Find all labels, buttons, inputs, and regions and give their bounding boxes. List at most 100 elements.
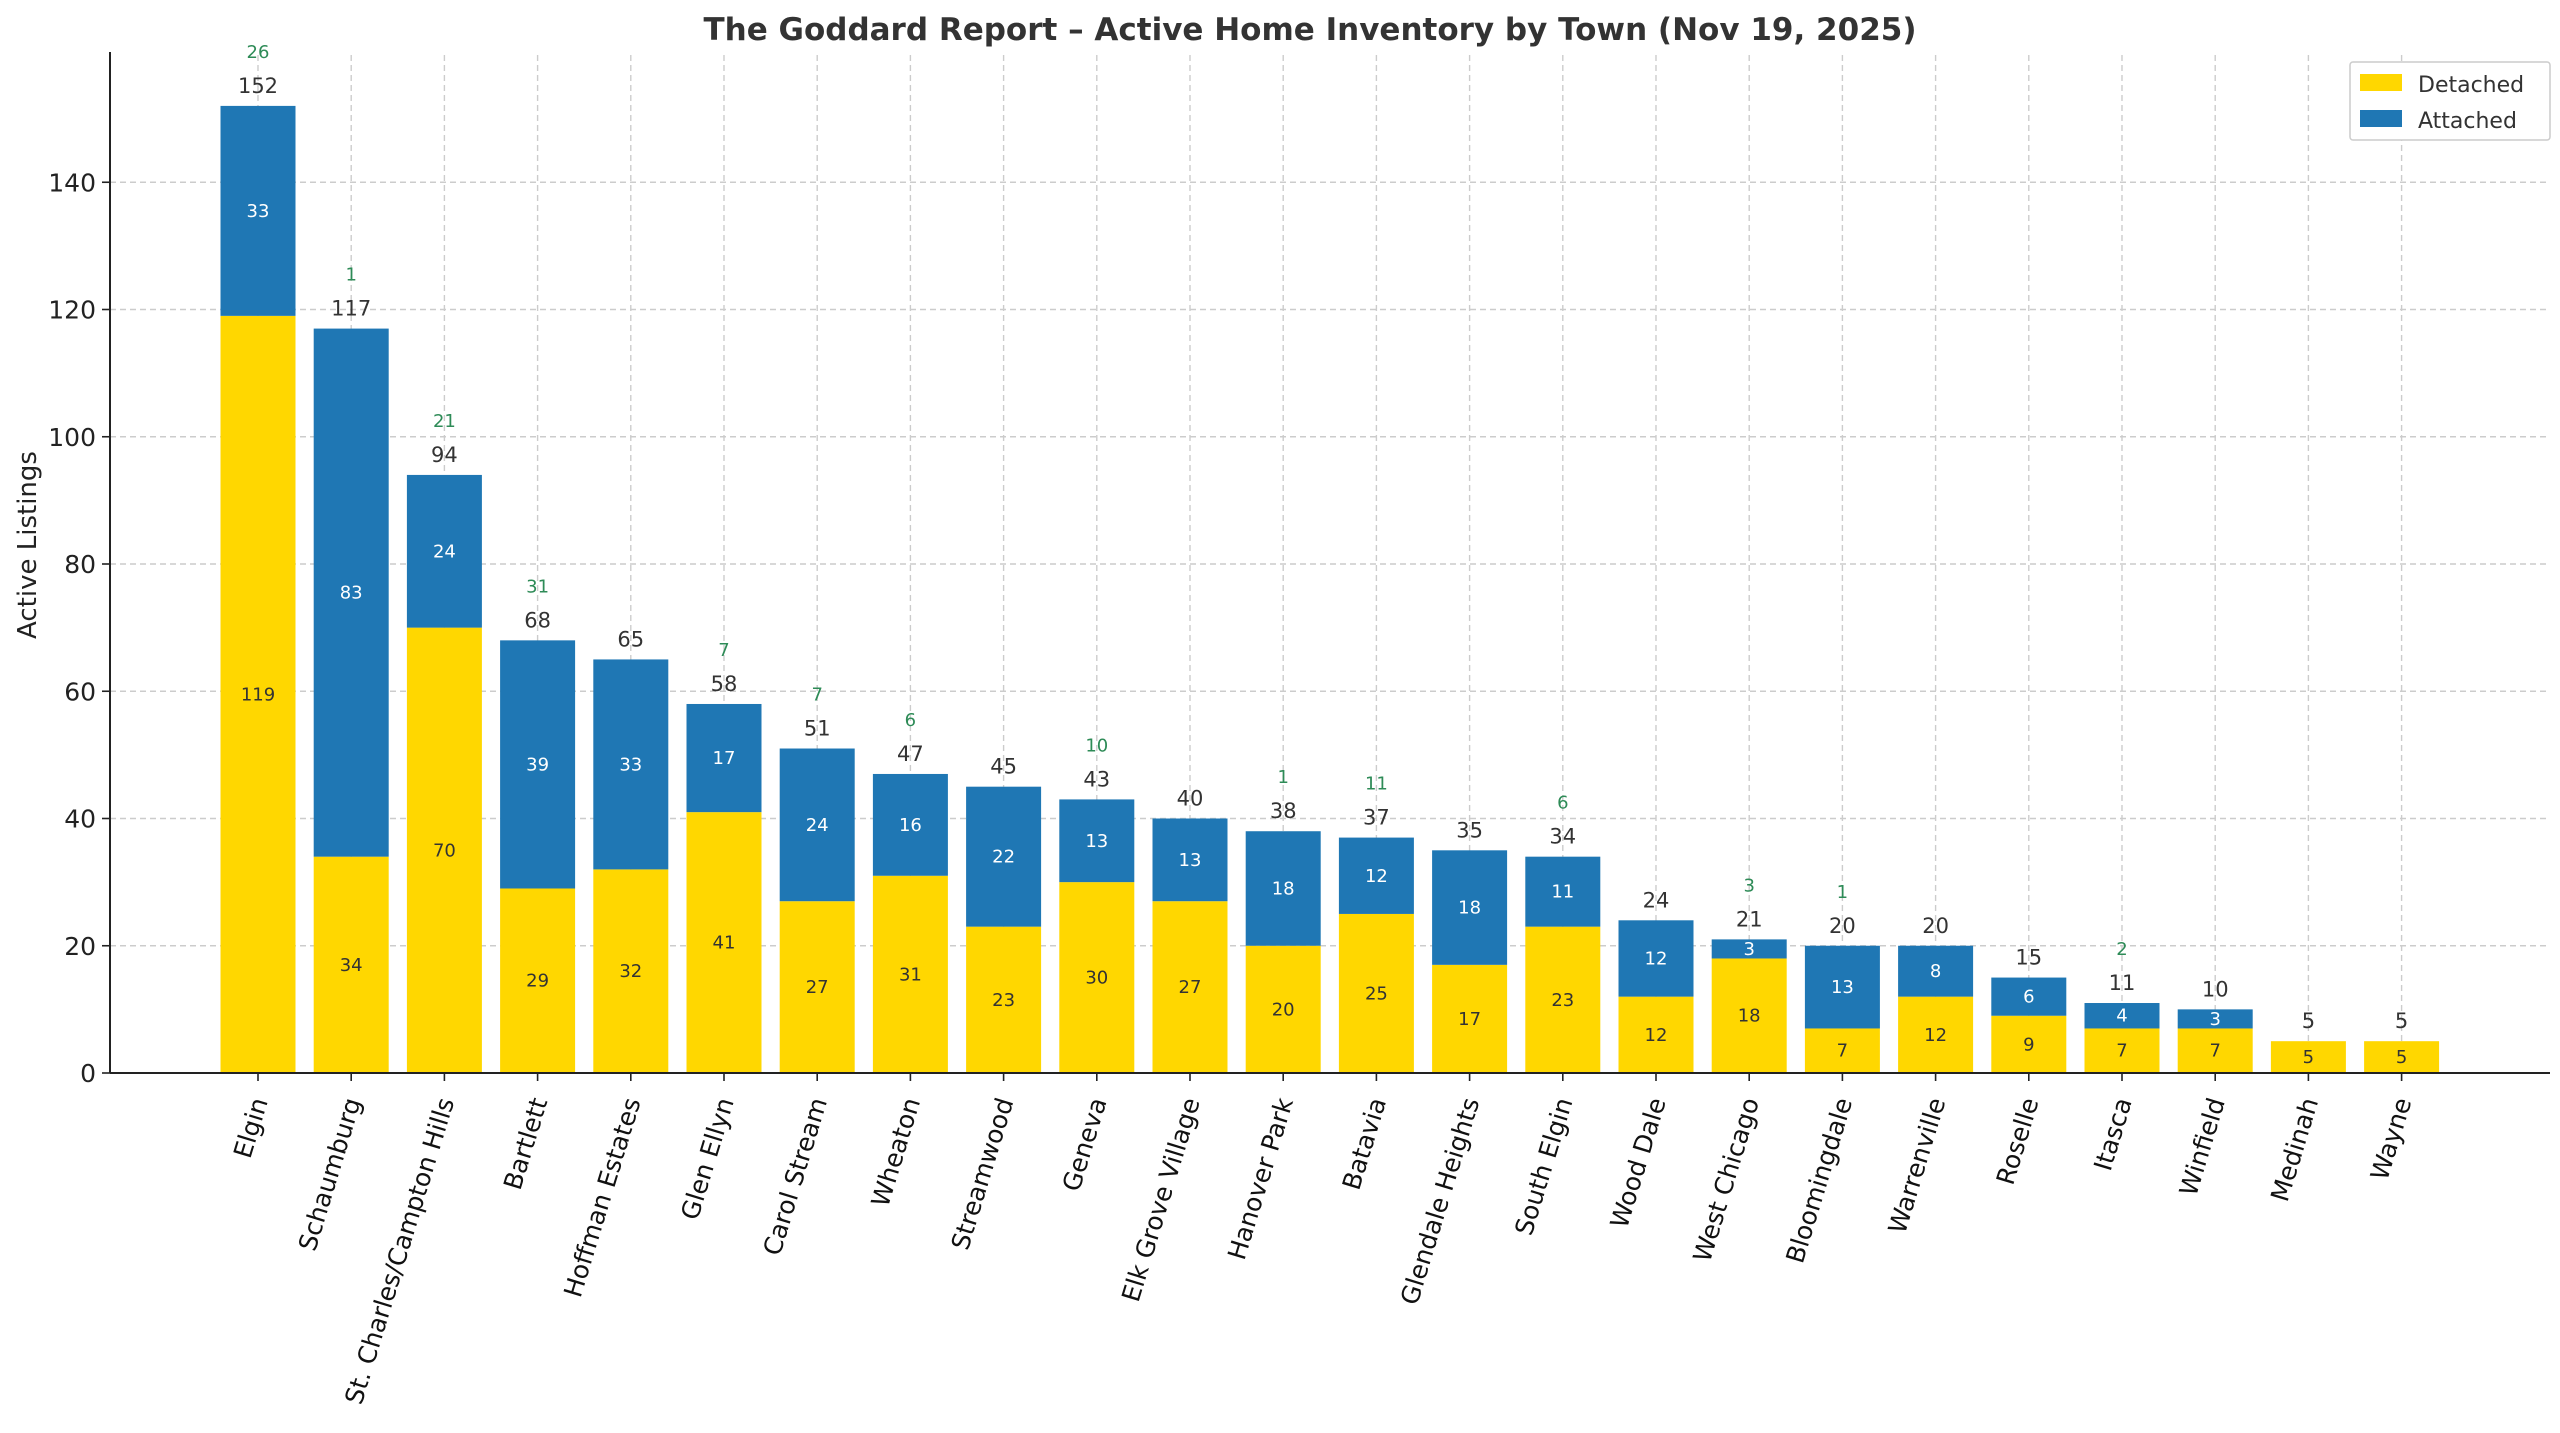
detached-value-label: 9	[2023, 1034, 2034, 1055]
total-value-label: 21	[1736, 907, 1763, 931]
attached-value-label: 12	[1365, 866, 1388, 887]
x-tick-label: Glen Ellyn	[675, 1094, 740, 1223]
bar-attached	[1804, 945, 1880, 1029]
y-tick-label: 20	[64, 932, 96, 961]
bar-detached	[406, 627, 482, 1073]
attached-value-label: 3	[2209, 1009, 2220, 1030]
detached-value-label: 41	[713, 933, 736, 954]
detached-value-label: 20	[1272, 999, 1295, 1020]
total-value-label: 117	[331, 297, 371, 321]
bar-attached	[313, 328, 389, 857]
bar-detached	[2084, 1028, 2160, 1073]
bar-detached	[1898, 996, 1974, 1073]
attached-value-label: 24	[433, 541, 456, 562]
top-annotation-label: 1	[1277, 767, 1288, 788]
bar-attached	[593, 659, 669, 870]
total-value-label: 11	[2109, 971, 2136, 995]
bar-attached	[686, 703, 762, 813]
x-tick-label: Roselle	[1991, 1094, 2045, 1188]
top-annotation-label: 7	[811, 685, 822, 706]
y-axis-label: Active Listings	[13, 451, 43, 639]
detached-value-label: 12	[1645, 1025, 1668, 1046]
x-tick-label: Wheaton	[866, 1094, 927, 1210]
bar-detached	[686, 812, 762, 1073]
attached-value-label: 3	[1743, 939, 1754, 960]
bar-detached	[313, 856, 389, 1073]
y-tick-label: 120	[48, 296, 96, 325]
x-tick-label: Schaumburg	[293, 1094, 367, 1254]
detached-value-label: 31	[899, 964, 922, 985]
top-annotation-label: 2	[2116, 939, 2127, 960]
bar-attached	[220, 105, 296, 316]
total-value-label: 5	[2395, 1009, 2408, 1033]
y-tick-label: 40	[64, 805, 96, 834]
detached-value-label: 23	[1551, 990, 1574, 1011]
attached-value-label: 22	[992, 847, 1015, 868]
bar-detached	[2177, 1028, 2253, 1073]
top-annotation-label: 1	[1837, 882, 1848, 903]
total-value-label: 65	[617, 627, 644, 651]
legend-swatch-attached	[2360, 110, 2402, 127]
top-annotation-label: 1	[345, 265, 356, 286]
x-tick-label: St. Charles/Campton Hills	[339, 1094, 460, 1407]
attached-value-label: 17	[713, 748, 736, 769]
bar-detached	[779, 901, 855, 1073]
bar-detached	[966, 926, 1042, 1073]
top-annotation-label: 6	[1557, 793, 1568, 814]
top-annotation-label: 10	[1085, 735, 1108, 756]
attached-value-label: 11	[1551, 882, 1574, 903]
x-tick-label: Geneva	[1057, 1094, 1113, 1194]
total-value-label: 40	[1177, 787, 1204, 811]
bar-attached	[1432, 850, 1508, 965]
legend-label-detached: Detached	[2418, 73, 2524, 98]
total-value-label: 43	[1083, 767, 1110, 791]
bar-attached	[1991, 977, 2067, 1016]
bar-attached	[1245, 831, 1321, 946]
total-value-label: 15	[2015, 946, 2042, 970]
detached-value-label: 27	[1179, 977, 1202, 998]
total-value-label: 38	[1270, 799, 1297, 823]
bar-detached	[2270, 1041, 2346, 1073]
bar-attached	[2177, 1009, 2253, 1029]
total-value-label: 68	[524, 608, 551, 632]
attached-value-label: 8	[1930, 961, 1941, 982]
x-tick-label: Batavia	[1337, 1094, 1392, 1193]
bar-attached	[2084, 1003, 2160, 1029]
bar-detached	[1152, 901, 1228, 1073]
detached-value-label: 5	[2396, 1047, 2407, 1068]
x-tick-label: Medinah	[2265, 1094, 2324, 1205]
detached-value-label: 7	[1837, 1041, 1848, 1062]
bar-detached	[1525, 926, 1601, 1073]
x-tick-label: Streamwood	[946, 1094, 1020, 1253]
detached-value-label: 30	[1085, 968, 1108, 989]
bar-attached	[1618, 920, 1694, 997]
detached-value-label: 70	[433, 840, 456, 861]
attached-value-label: 12	[1645, 948, 1668, 969]
x-tick-label: Wayne	[2365, 1094, 2417, 1183]
bar-attached	[779, 748, 855, 902]
x-tick-label: Carol Stream	[758, 1094, 833, 1259]
total-value-label: 24	[1643, 888, 1670, 912]
bar-attached	[406, 474, 482, 628]
x-tick-label: Warrenville	[1883, 1094, 1952, 1237]
attached-value-label: 13	[1179, 850, 1202, 871]
bar-detached	[1245, 945, 1321, 1073]
attached-value-label: 24	[806, 815, 829, 836]
bar-detached	[872, 875, 948, 1073]
bar-attached	[1152, 818, 1228, 902]
total-value-label: 45	[990, 755, 1017, 779]
bar-labels: 1193315226348311717024942129396831323365…	[238, 42, 2408, 1068]
top-annotation-label: 6	[905, 710, 916, 731]
attached-value-label: 13	[1831, 977, 1854, 998]
chart-title: The Goddard Report – Active Home Invento…	[703, 12, 1916, 48]
attached-value-label: 4	[2116, 1006, 2127, 1027]
total-value-label: 47	[897, 742, 924, 766]
bar-detached	[1618, 996, 1694, 1073]
bars	[220, 105, 2440, 1073]
bar-attached	[1898, 945, 1974, 997]
x-tick-label: Glendale Heights	[1395, 1094, 1486, 1308]
bar-detached	[220, 315, 296, 1073]
total-value-label: 51	[804, 717, 831, 741]
x-tick-label: Bloomingdale	[1780, 1094, 1858, 1266]
